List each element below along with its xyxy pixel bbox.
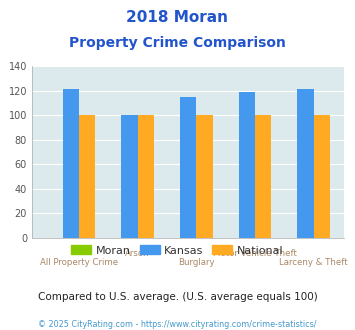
Bar (138, 115, 154, 238)
Text: © 2025 CityRating.com - https://www.cityrating.com/crime-statistics/: © 2025 CityRating.com - https://www.city… (38, 320, 317, 329)
Legend: Moran, Kansas, National: Moran, Kansas, National (67, 241, 288, 260)
Bar (255, 115, 272, 238)
Bar (239, 92, 255, 238)
Bar (79, 115, 95, 238)
Text: All Property Crime: All Property Crime (40, 258, 118, 267)
Text: Arson: Arson (125, 248, 150, 258)
Text: Larceny & Theft: Larceny & Theft (279, 258, 348, 267)
Bar (62, 89, 79, 238)
Bar (121, 115, 138, 238)
Bar (196, 115, 213, 238)
Text: Property Crime Comparison: Property Crime Comparison (69, 36, 286, 50)
Bar (297, 89, 314, 238)
Text: Burglary: Burglary (178, 258, 215, 267)
Text: Motor Vehicle Theft: Motor Vehicle Theft (213, 248, 297, 258)
Text: 2018 Moran: 2018 Moran (126, 10, 229, 25)
Text: Compared to U.S. average. (U.S. average equals 100): Compared to U.S. average. (U.S. average … (38, 292, 317, 302)
Bar (314, 115, 330, 238)
Bar (180, 97, 196, 238)
